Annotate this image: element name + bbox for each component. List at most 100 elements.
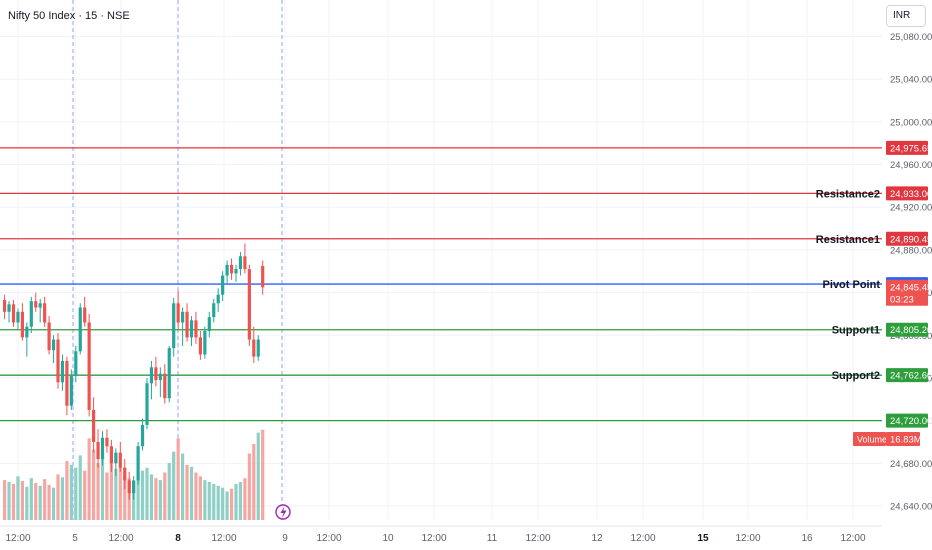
candle-body [78, 307, 82, 352]
y-tick-label: 24,640.00 [890, 502, 932, 513]
level-label: Support2 [832, 370, 880, 382]
candle-body [252, 339, 256, 357]
volume-bar [221, 487, 225, 520]
candle-body [69, 375, 73, 406]
volume-bar [185, 464, 189, 520]
x-tick-label: 12:00 [211, 533, 236, 544]
candle-body [212, 303, 216, 318]
volume-bar [69, 464, 73, 520]
level-label: Pivot Point [823, 279, 881, 291]
candle-body [51, 339, 56, 351]
candle-body [132, 480, 136, 494]
chart-title[interactable]: Nifty 50 Index · 15 · NSE [8, 10, 130, 22]
candle-body [83, 307, 87, 323]
candle-body [16, 311, 20, 323]
candle-body [158, 373, 162, 381]
volume-bar [163, 472, 167, 520]
volume-bar [105, 472, 109, 520]
volume-bar [83, 470, 87, 520]
level-price-tag [886, 368, 928, 383]
x-tick-label: 11 [487, 533, 498, 544]
volume-value-tag [886, 432, 920, 446]
volume-bar [65, 461, 69, 520]
candle-body [105, 437, 109, 447]
candles [3, 243, 265, 500]
candle-body [221, 275, 225, 295]
candle-body [56, 339, 60, 383]
candle-body [11, 304, 16, 323]
volume-bar [92, 449, 96, 520]
volume-bars [3, 429, 265, 520]
candle-body [145, 383, 149, 425]
x-tick-label: 12:00 [316, 533, 341, 544]
level-price-value: 24,975.65 [890, 143, 932, 154]
volume-bar [34, 482, 38, 520]
x-tick-label: 12:00 [5, 533, 30, 544]
candle-body [181, 311, 185, 323]
x-tick-label: 12:00 [735, 533, 760, 544]
candle-body [167, 348, 171, 399]
candle-body [194, 320, 198, 338]
candle-body [25, 326, 29, 338]
price-labels: 24,975.65 Resistance2 24,933.00 Resistance1… [816, 140, 932, 446]
candle-body [100, 437, 105, 460]
candle-body [96, 441, 100, 460]
x-tick-label: 12:00 [525, 533, 550, 544]
candle-body [87, 322, 91, 410]
candle-body [154, 367, 158, 381]
volume-bar [167, 463, 171, 520]
volume-bar [25, 486, 29, 520]
candle-body [172, 303, 176, 349]
y-tick-label: 24,680.00 [890, 459, 932, 470]
y-tick-label: 25,040.00 [890, 75, 932, 86]
x-tick-label: 12:00 [630, 533, 655, 544]
currency-button[interactable]: INR [886, 5, 926, 27]
level-price-value: 24,933.00 [890, 189, 932, 200]
candle-body [20, 311, 24, 338]
volume-bar [145, 467, 149, 520]
volume-bar [118, 466, 122, 520]
candle-body [163, 373, 167, 399]
volume-bar [256, 432, 260, 520]
volume-bar [243, 478, 247, 520]
level-label: Resistance1 [816, 234, 880, 246]
volume-bar [29, 478, 33, 520]
candle-body [109, 446, 113, 464]
volume-bar [47, 484, 51, 520]
x-tick-label: 8 [175, 533, 181, 544]
volume-bar [114, 468, 118, 520]
candle-body [7, 304, 11, 312]
y-tick-label: 25,000.00 [890, 117, 932, 128]
volume-bar [11, 483, 16, 520]
candle-body [136, 446, 140, 481]
x-tick-label: 12:00 [421, 533, 446, 544]
level-price-value: 24,805.20 [890, 325, 932, 336]
volume-bar [212, 483, 216, 520]
candle-body [118, 452, 122, 468]
volume-bar [38, 485, 42, 520]
level-price-tag [886, 231, 928, 246]
y-tick-label: 24,960.00 [890, 160, 932, 171]
y-tick-label: 24,920.00 [890, 203, 932, 214]
level-price-value: 24,762.60 [890, 371, 932, 382]
volume-bar [198, 476, 202, 520]
last-price-value: 24,845.45 [890, 282, 932, 293]
candle-body [216, 294, 220, 304]
volume-bar [74, 467, 78, 520]
candle-body [38, 303, 42, 308]
volume-bar [207, 482, 211, 520]
volume-bar [16, 476, 20, 520]
candle-body [207, 317, 211, 332]
candle-body [114, 452, 118, 464]
volume-bar [261, 429, 265, 520]
volume-label-tag [853, 432, 886, 446]
candle-body [34, 301, 38, 308]
x-tick-label: 9 [282, 533, 288, 544]
candle-body [43, 303, 47, 323]
volume-bar [225, 491, 229, 520]
candle-body [65, 360, 69, 406]
candle-body [123, 467, 127, 481]
volume-bar [154, 478, 158, 520]
candle-body [234, 269, 238, 274]
